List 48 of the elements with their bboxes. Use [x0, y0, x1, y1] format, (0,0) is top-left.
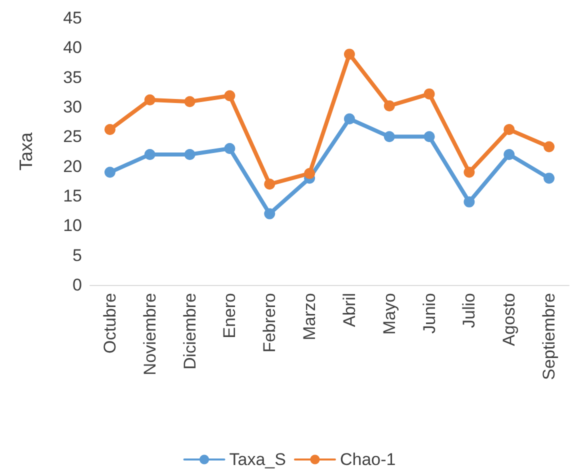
- legend-label: Chao-1: [340, 450, 396, 469]
- y-tick-label: 15: [63, 186, 82, 206]
- legend-label: Taxa_S: [229, 450, 286, 469]
- point: [144, 148, 156, 160]
- point: [424, 131, 435, 142]
- point: [424, 88, 435, 100]
- point: [264, 208, 276, 220]
- point: [264, 178, 276, 190]
- x-tick-label: Junio: [420, 293, 439, 334]
- point: [504, 124, 515, 136]
- point: [464, 166, 475, 178]
- point: [544, 172, 555, 184]
- y-tick-label: 35: [63, 68, 82, 87]
- point: [384, 131, 395, 142]
- point: [544, 141, 555, 152]
- point: [184, 148, 196, 160]
- x-tick-label: Enero: [220, 293, 240, 338]
- x-tick-label: Marzo: [300, 293, 320, 340]
- y-tick-label: 10: [63, 216, 82, 236]
- y-tick-label: 45: [63, 8, 82, 28]
- y-axis-title: Taxa: [16, 132, 36, 171]
- x-tick-label: Noviembre: [140, 293, 160, 376]
- x-tick-label: Agosto: [500, 293, 519, 346]
- x-tick-label: Febrero: [260, 293, 280, 353]
- point: [344, 48, 355, 60]
- y-tick-label: 25: [63, 127, 82, 146]
- x-tick-label: Mayo: [380, 293, 399, 335]
- y-tick-label: 40: [63, 38, 82, 58]
- point: [144, 94, 156, 106]
- y-tick-label: 5: [72, 246, 82, 265]
- point: [224, 90, 236, 102]
- x-tick-label: Diciembre: [180, 293, 200, 370]
- point: [184, 96, 196, 108]
- y-tick-label: 30: [63, 98, 82, 116]
- x-tick-label: Septiembre: [540, 293, 559, 380]
- point: [344, 113, 355, 124]
- y-tick-label: 0: [72, 276, 82, 294]
- point: [104, 166, 116, 178]
- point: [224, 143, 236, 154]
- x-tick-label: Octubre: [100, 293, 120, 354]
- x-tick-label: Julio: [460, 293, 479, 328]
- point: [504, 148, 515, 160]
- x-tick-label: Abril: [340, 293, 359, 328]
- point: [104, 124, 116, 136]
- point: [384, 100, 395, 112]
- y-tick-label: 20: [63, 156, 82, 176]
- point: [304, 168, 316, 179]
- point: [464, 196, 475, 208]
